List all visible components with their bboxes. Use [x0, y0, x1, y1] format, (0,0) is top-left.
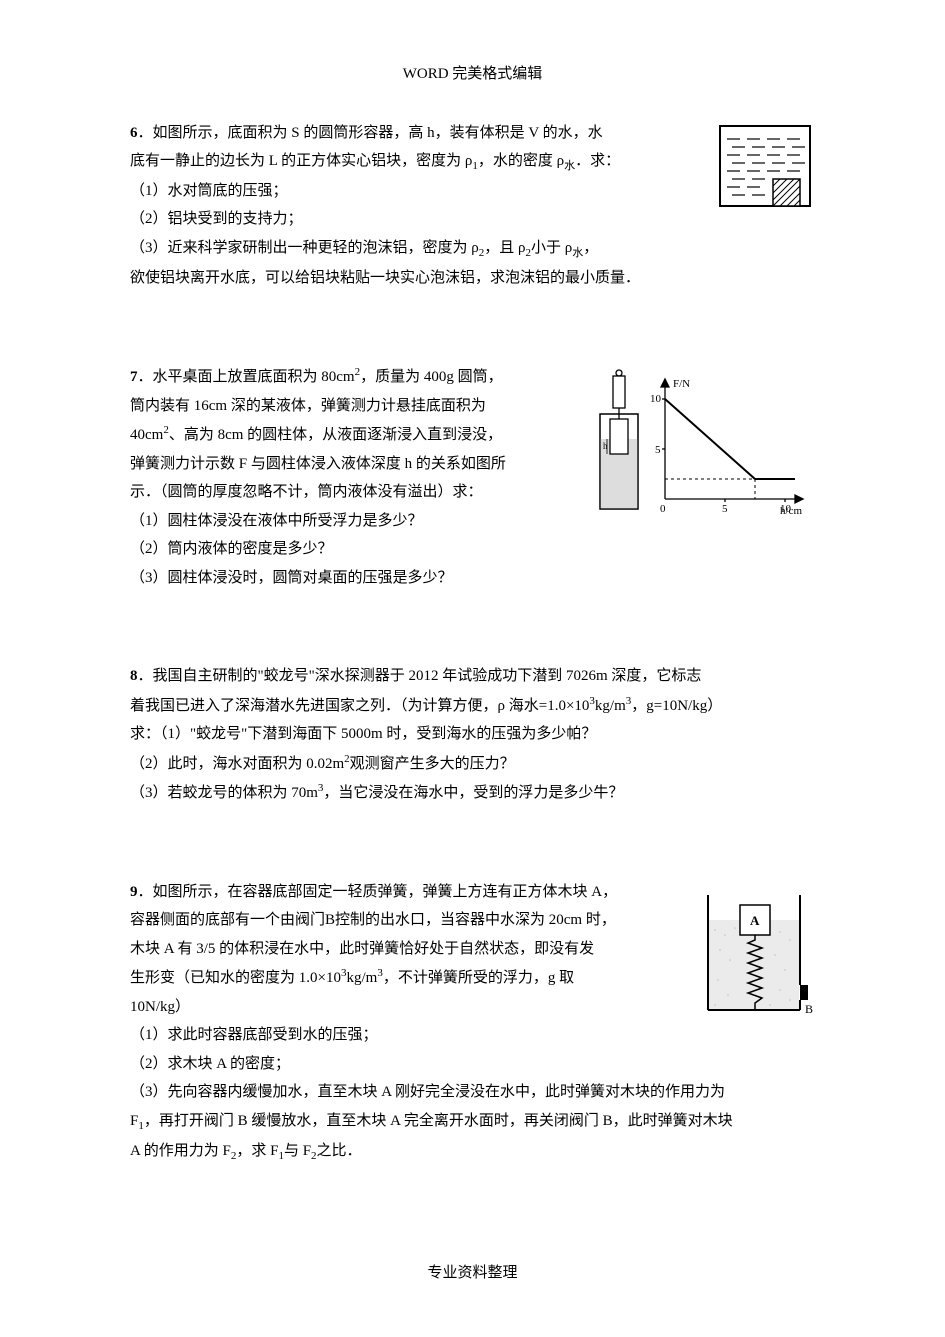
svg-text:A: A	[750, 913, 760, 928]
chart-y5: 5	[655, 444, 661, 456]
problem-8-text: 8．我国自主研制的"蛟龙号"深水探测器于 2012 年试验成功下潜到 7026m…	[130, 662, 815, 808]
figure-9: B A	[700, 880, 815, 1036]
page-footer: 专业资料整理	[0, 1259, 945, 1288]
figure-6	[715, 121, 815, 222]
problem-9-q1: （1）求此时容器底部受到水的压强；	[130, 1027, 378, 1043]
figure-7: h	[585, 364, 815, 530]
problem-6-text: 6．如图所示，底面积为 S 的圆筒形容器，高 h，装有体积是 V 的水，水 底有…	[130, 119, 815, 293]
problem-8-number: 8	[130, 668, 138, 684]
problem-9: B A	[130, 878, 815, 1167]
svg-text:B: B	[805, 1002, 813, 1016]
problem-8: 8．我国自主研制的"蛟龙号"深水探测器于 2012 年试验成功下潜到 7026m…	[130, 662, 815, 808]
chart-y10: 10	[650, 393, 662, 405]
problem-7: h	[130, 362, 815, 592]
chart-x5: 5	[722, 503, 728, 515]
problem-6: 6．如图所示，底面积为 S 的圆筒形容器，高 h，装有体积是 V 的水，水 底有…	[130, 119, 815, 293]
problem-6-q2: （2）铝块受到的支持力；	[130, 211, 303, 227]
chart-ylabel: F/N	[673, 378, 690, 390]
problem-7-q3: （3）圆柱体浸没时，圆筒对桌面的压强是多少？	[130, 570, 453, 586]
problem-7-number: 7	[130, 369, 138, 385]
problem-7-q2: （2）筒内液体的密度是多少？	[130, 541, 333, 557]
chart-origin: 0	[660, 503, 666, 515]
problem-9-number: 9	[130, 884, 138, 900]
problem-7-q1: （1）圆柱体浸没在液体中所受浮力是多少？	[130, 513, 423, 529]
problem-6-q1: （1）水对筒底的压强；	[130, 183, 288, 199]
problem-6-last: 欲使铝块离开水底，可以给铝块粘贴一块实心泡沫铝，求泡沫铝的最小质量．	[130, 270, 640, 286]
problem-9-q2: （2）求木块 A 的密度；	[130, 1056, 290, 1072]
page-header: WORD 完美格式编辑	[130, 60, 815, 89]
chart-x10: 10	[780, 503, 792, 515]
problem-6-number: 6	[130, 125, 138, 141]
